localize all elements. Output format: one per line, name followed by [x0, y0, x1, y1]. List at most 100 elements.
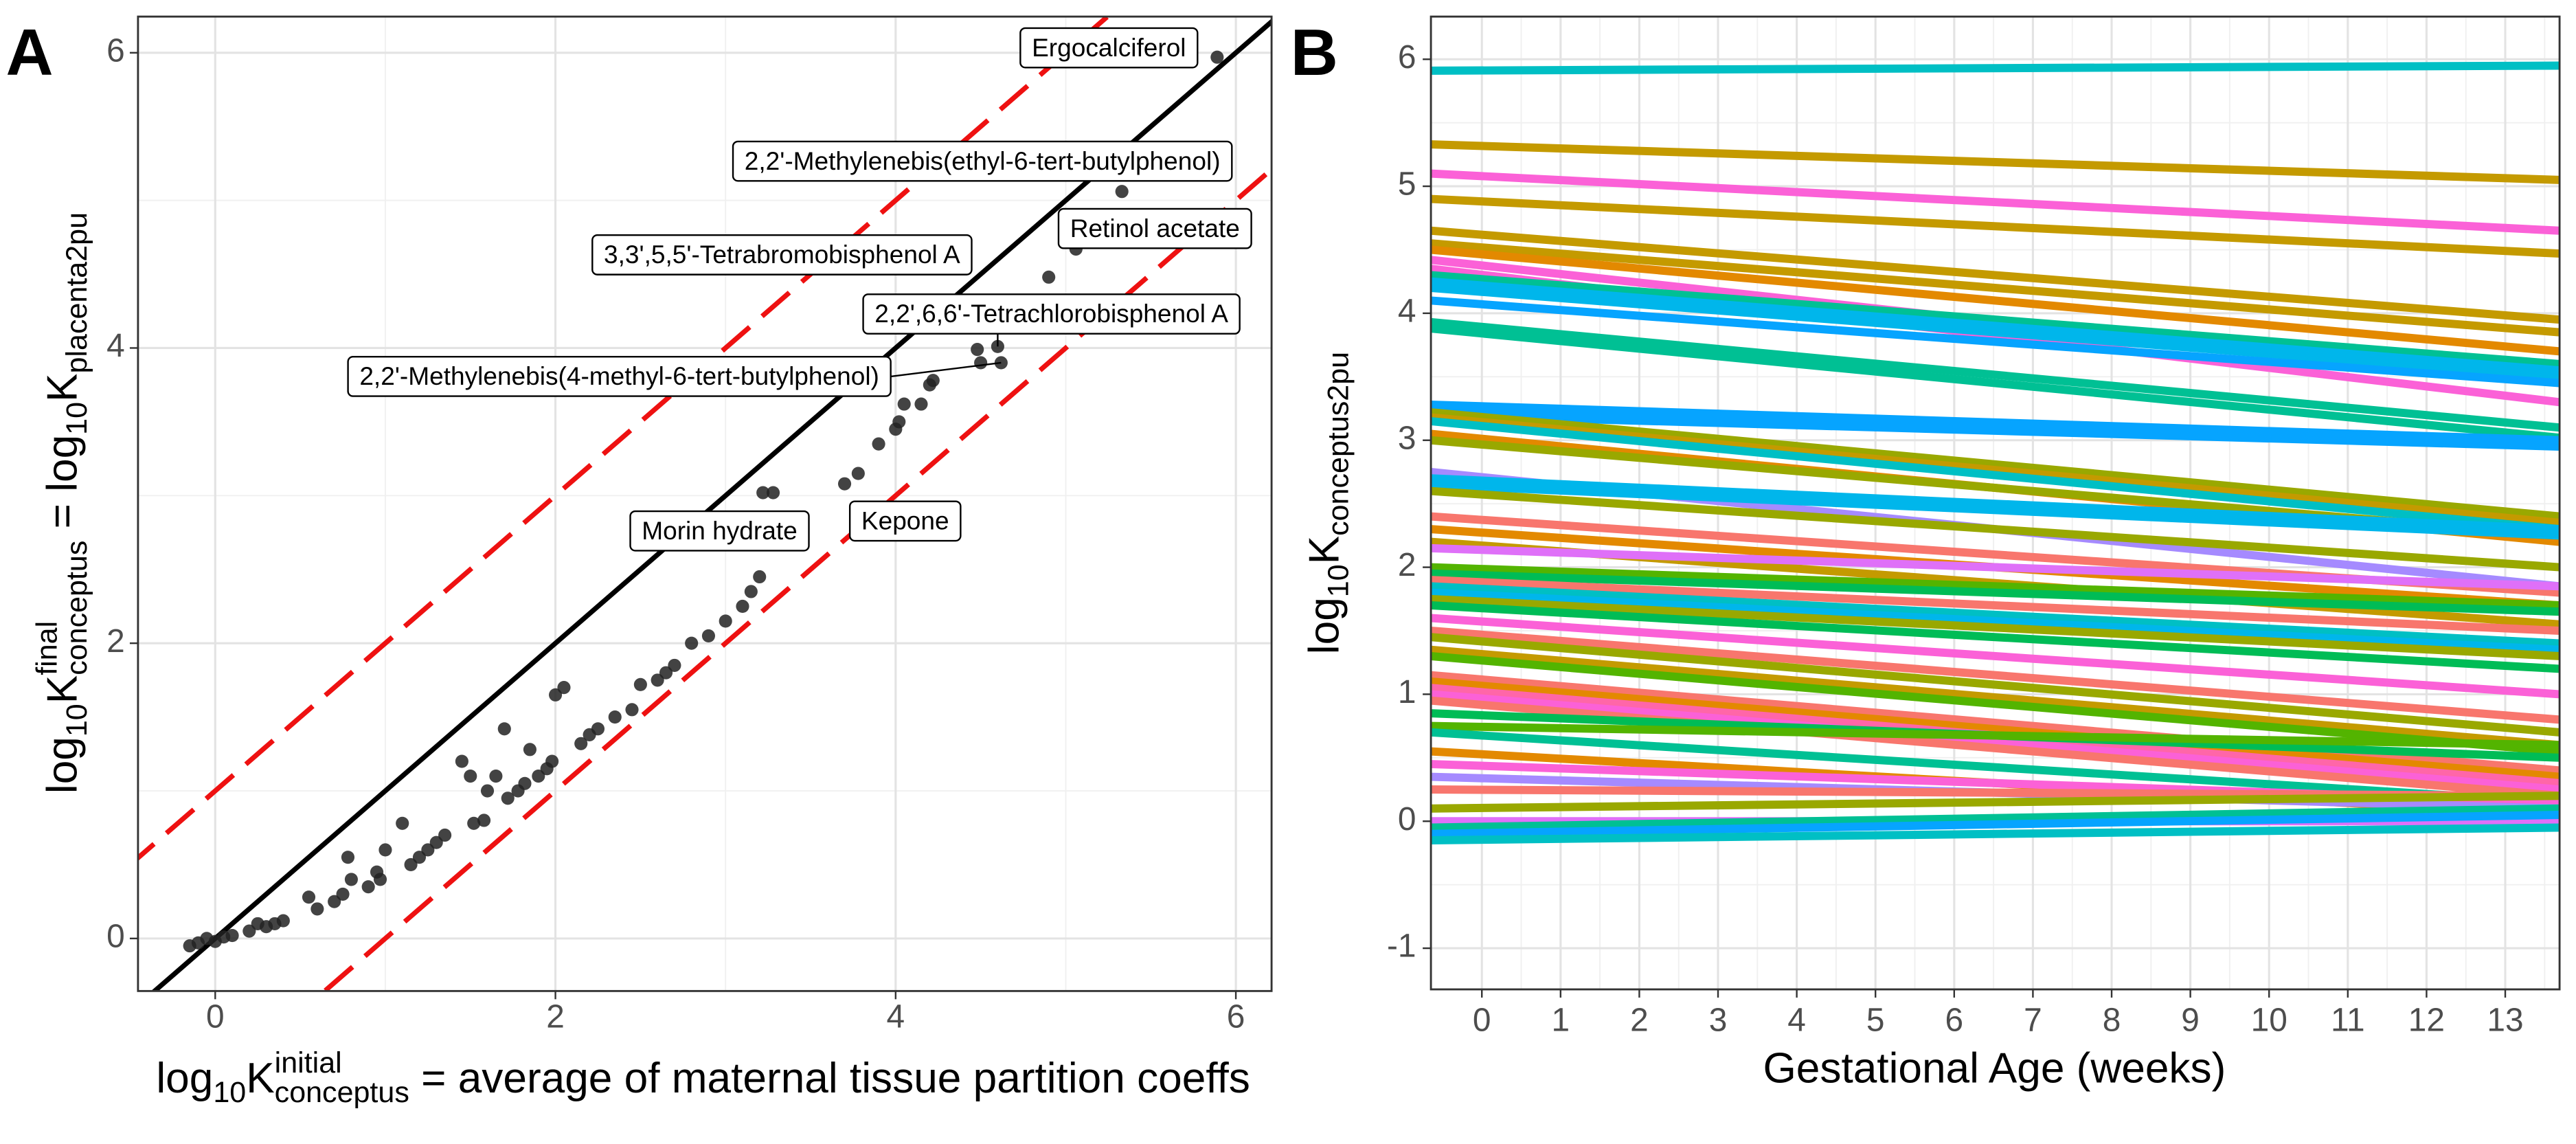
point — [379, 843, 392, 857]
annotation-label: 2,2'-Methylenebis(4-methyl-6-tert-butylp… — [359, 361, 879, 390]
point — [523, 743, 536, 756]
panel-border — [137, 15, 1273, 992]
series-line — [1431, 283, 2560, 381]
point — [1042, 270, 1056, 284]
x-tick-label: 13 — [2487, 1002, 2523, 1038]
label-subscript: 10 — [1322, 564, 1355, 597]
x-tick-label: 3 — [1709, 1002, 1728, 1038]
x-tick-label: 4 — [1787, 1002, 1806, 1038]
label-text: K — [1301, 536, 1348, 564]
y-tick-label: 3 — [1398, 420, 1416, 456]
x-tick-label: 0 — [1473, 1002, 1491, 1038]
label-superscript: final — [31, 621, 64, 675]
x-axis-title: Gestational Age (weeks) — [1763, 1045, 2226, 1092]
point — [225, 929, 239, 943]
panel-tag: A — [6, 16, 54, 89]
series-line — [1431, 823, 2560, 844]
series-line — [1431, 410, 2560, 451]
point — [489, 769, 503, 783]
annotation: 2,2'-Methylenebis(ethyl-6-tert-butylphen… — [732, 140, 1233, 182]
point — [477, 814, 491, 827]
annotation-box — [848, 500, 962, 542]
point — [1210, 50, 1224, 64]
series-line — [1431, 61, 2560, 75]
label-text: = log — [39, 435, 87, 541]
point — [736, 599, 749, 614]
label-subscript: conceptus — [275, 1076, 409, 1109]
label-subscript: conceptus — [60, 541, 93, 675]
annotation-box — [1019, 27, 1199, 69]
label-text: log — [39, 737, 87, 794]
point — [766, 486, 780, 500]
annotation: Ergocalciferol — [1019, 27, 1199, 69]
series-line — [1431, 408, 2560, 521]
point — [851, 467, 865, 480]
point — [756, 486, 770, 500]
x-tick-label: 4 — [887, 999, 905, 1035]
annotation-label: Morin hydrate — [642, 516, 798, 545]
point — [591, 722, 605, 736]
series-line — [1431, 194, 2560, 258]
x-axis-title: log10Kinitial conceptus = average of mate… — [156, 1046, 1250, 1109]
y-tick-label: 4 — [106, 328, 125, 364]
point — [974, 356, 988, 370]
point — [344, 873, 358, 886]
point — [574, 737, 588, 750]
point — [892, 415, 906, 429]
point — [518, 776, 532, 790]
point — [1115, 185, 1129, 199]
y-tick-label: -1 — [1387, 928, 1416, 965]
x-tick-label: 6 — [1945, 1002, 1964, 1038]
y-tick-label: 5 — [1398, 166, 1416, 203]
point — [971, 343, 984, 357]
series-line — [1431, 140, 2560, 184]
series-line — [1431, 317, 2560, 432]
series-line — [1431, 271, 2560, 368]
series-line — [1431, 404, 2560, 447]
annotation: Kepone — [848, 500, 962, 542]
annotation: 3,3',5,5'-Tetrabromobisphenol A — [591, 234, 973, 276]
panel-tag: B — [1291, 16, 1338, 89]
point — [429, 835, 443, 849]
annotation-label: 2,2',6,6'-Tetrachlorobisphenol A — [874, 299, 1228, 328]
point — [668, 658, 681, 672]
reference-line — [321, 166, 1272, 991]
label-subscript: 10 — [213, 1076, 246, 1109]
x-tick-label: 10 — [2251, 1002, 2287, 1038]
point — [837, 477, 852, 491]
x-tick-label: 9 — [2181, 1002, 2200, 1038]
annotation-label: 3,3',5,5'-Tetrabromobisphenol A — [604, 240, 960, 269]
series-line — [1431, 811, 2560, 838]
series-line — [1431, 633, 2560, 737]
series-line — [1431, 677, 2560, 781]
annotation-connector — [890, 361, 1002, 378]
series-line — [1431, 652, 2560, 756]
y-tick-label: 2 — [1398, 547, 1416, 583]
x-tick-label: 0 — [206, 999, 225, 1035]
point — [633, 677, 647, 691]
y-tick-label: 4 — [1398, 293, 1416, 330]
plot-area — [1431, 61, 2560, 844]
point — [341, 851, 355, 864]
label-subscript: placenta2pu — [60, 212, 93, 374]
y-tick-label: 6 — [1398, 39, 1416, 76]
series-line — [1431, 614, 2560, 699]
annotation: Morin hydrate — [629, 510, 810, 552]
x-tick-label: 2 — [1630, 1002, 1649, 1038]
annotation: 2,2'-Methylenebis(4-methyl-6-tert-butylp… — [347, 356, 1002, 397]
x-tick-label: 8 — [2103, 1002, 2121, 1038]
point — [545, 754, 559, 768]
series-line — [1431, 226, 2560, 324]
annotation-label: Kepone — [861, 506, 949, 535]
series-line — [1431, 721, 2560, 750]
annotation-box — [862, 293, 1241, 335]
x-tick-label: 2 — [546, 999, 565, 1035]
series-line — [1431, 671, 2560, 775]
y-axis-title: log10Kconceptus2pu — [1301, 352, 1355, 654]
series-line — [1431, 563, 2560, 610]
point — [412, 851, 427, 864]
point — [659, 666, 673, 680]
point — [926, 374, 940, 388]
